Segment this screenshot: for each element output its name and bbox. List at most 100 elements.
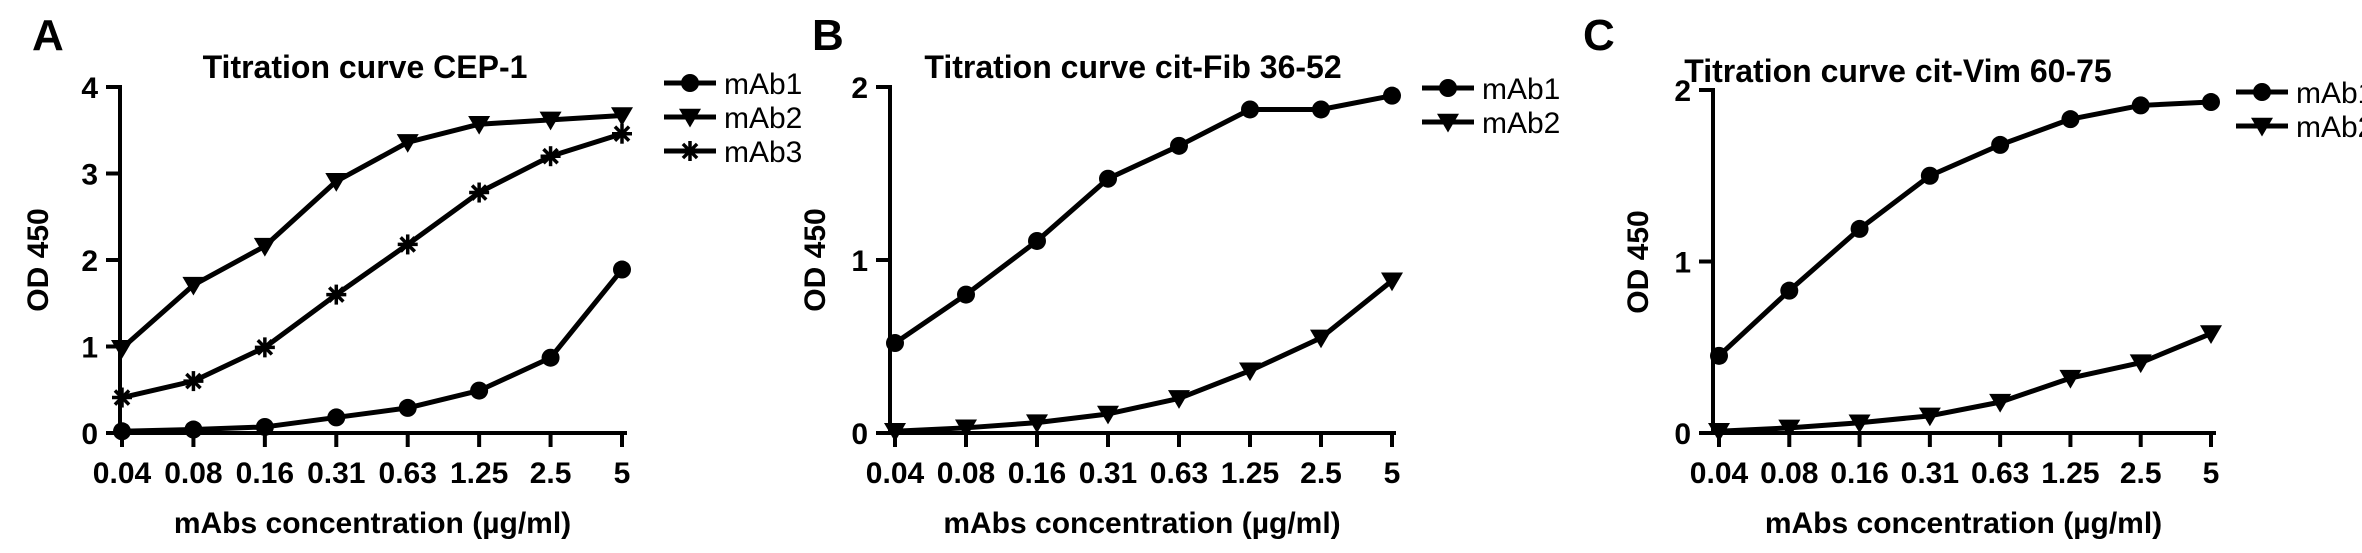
- data-point: [184, 420, 203, 439]
- data-point: [1168, 390, 1190, 409]
- data-point: [1848, 414, 1871, 434]
- data-point: [470, 381, 489, 400]
- x-tick-label: 1.25: [450, 457, 508, 490]
- y-tick-label: 2: [1674, 75, 1691, 108]
- y-tick-label: 1: [1674, 247, 1691, 280]
- x-tick-label: 0.16: [236, 457, 294, 490]
- data-point: [1708, 423, 1730, 442]
- legend-marker: [1437, 113, 1459, 133]
- x-tick-label: 0.63: [1971, 457, 2029, 490]
- data-point: [1920, 166, 1939, 185]
- series-line: [120, 113, 623, 351]
- series-line: [894, 278, 1394, 434]
- chart-panel-c: C Titration curve cit-Vim 60-75 0 1 2 0.04 0.0…: [1583, 11, 2362, 540]
- data-point: [541, 348, 560, 367]
- data-point: [111, 339, 133, 359]
- data-point: [397, 234, 418, 255]
- x-tick-label: 0.31: [307, 457, 365, 490]
- data-point: [327, 408, 346, 427]
- data-point: [884, 423, 906, 442]
- data-point: [112, 387, 132, 408]
- series-mab3: [112, 123, 632, 408]
- data-point: [468, 115, 491, 135]
- series-mab2: [884, 272, 1403, 442]
- data-point: [2131, 96, 2150, 115]
- x-tick-label: 2.5: [530, 457, 572, 490]
- data-point: [183, 371, 204, 392]
- legend-label: mAb1: [1482, 73, 1560, 106]
- y-tick-label: 0: [81, 418, 98, 451]
- x-tick-label: 0.08: [164, 457, 222, 490]
- data-point: [957, 285, 975, 304]
- x-axis-title: mAbs concentration (µg/ml): [943, 507, 1340, 540]
- x-tick-label: 0.04: [866, 457, 925, 490]
- data-point: [1241, 100, 1259, 119]
- y-tick-label: 1: [851, 245, 868, 278]
- x-tick-label: 2.5: [2120, 457, 2162, 490]
- x-tick-label: 0.16: [1830, 457, 1888, 490]
- panel-letter: A: [32, 11, 64, 60]
- chart-title: Titration curve CEP-1: [203, 49, 528, 85]
- x-tick-label: 0.31: [1079, 457, 1137, 490]
- legend-marker: [2253, 83, 2271, 101]
- y-tick-label: 2: [81, 245, 98, 278]
- legend-entry-mab1: mAb1: [1422, 73, 1560, 106]
- chart-panel-a: A Titration curve CEP-1 0 1 2 3 4 0.04 0.08 0.16 0…: [22, 11, 802, 540]
- series-line: [893, 93, 1393, 346]
- y-tick-label: 0: [1674, 418, 1691, 451]
- x-axis-title: mAbs concentration (µg/ml): [174, 507, 571, 540]
- y-tick-label: 0: [851, 418, 868, 451]
- data-point: [254, 337, 275, 358]
- data-point: [1028, 231, 1046, 250]
- series-mab1: [886, 86, 1401, 353]
- data-point: [113, 422, 131, 441]
- x-tick-label: 0.04: [93, 457, 152, 490]
- y-axis-title: OD 450: [799, 208, 832, 311]
- data-point: [2061, 110, 2080, 129]
- legend-label: mAb2: [2296, 111, 2362, 144]
- legend-marker: [680, 141, 700, 161]
- chart-title: Titration curve cit-Fib 36-52: [924, 49, 1341, 85]
- data-point: [886, 334, 904, 353]
- series-line: [1718, 331, 2212, 434]
- x-tick-label: 0.08: [1760, 457, 1818, 490]
- chart-panel-b: B Titration curve cit-Fib 36-52 0 1 2 0.04 0.0…: [799, 11, 1560, 540]
- data-point: [2059, 369, 2082, 389]
- y-tick-label: 2: [851, 72, 868, 105]
- legend-entry-mab2: mAb2: [664, 102, 802, 135]
- legend-marker: [681, 74, 699, 92]
- legend-label: mAb2: [724, 102, 802, 135]
- x-tick-label: 1.25: [1221, 457, 1279, 490]
- data-point: [255, 417, 274, 436]
- data-point: [2200, 325, 2222, 344]
- legend-entry-mab2: mAb2: [2236, 111, 2362, 144]
- x-tick-label: 0.31: [1901, 457, 1959, 490]
- legend-label: mAb3: [724, 136, 802, 169]
- data-point: [253, 237, 276, 257]
- panel-letter: C: [1583, 11, 1615, 60]
- series-mab1: [113, 260, 631, 441]
- x-tick-label: 0.16: [1008, 457, 1066, 490]
- series-mab1: [1710, 93, 2220, 365]
- x-tick-label: 1.25: [2041, 457, 2099, 490]
- data-point: [1239, 362, 1261, 382]
- data-point: [1170, 136, 1188, 155]
- data-point: [1099, 169, 1117, 188]
- legend-marker: [1439, 79, 1457, 97]
- y-tick-label: 1: [81, 332, 98, 365]
- data-point: [2129, 354, 2152, 374]
- data-point: [613, 260, 631, 279]
- data-point: [1991, 135, 2010, 154]
- data-point: [1310, 329, 1332, 349]
- data-point: [1989, 393, 2012, 413]
- x-tick-label: 2.5: [1300, 457, 1342, 490]
- x-tick-label: 0.63: [1150, 457, 1208, 490]
- x-tick-label: 0.63: [379, 457, 437, 490]
- x-tick-label: 5: [614, 457, 631, 490]
- y-tick-label: 4: [81, 72, 98, 105]
- data-point: [1312, 100, 1330, 119]
- data-point: [539, 111, 562, 131]
- data-point: [396, 134, 419, 153]
- data-point: [182, 276, 205, 296]
- x-tick-label: 0.08: [937, 457, 995, 490]
